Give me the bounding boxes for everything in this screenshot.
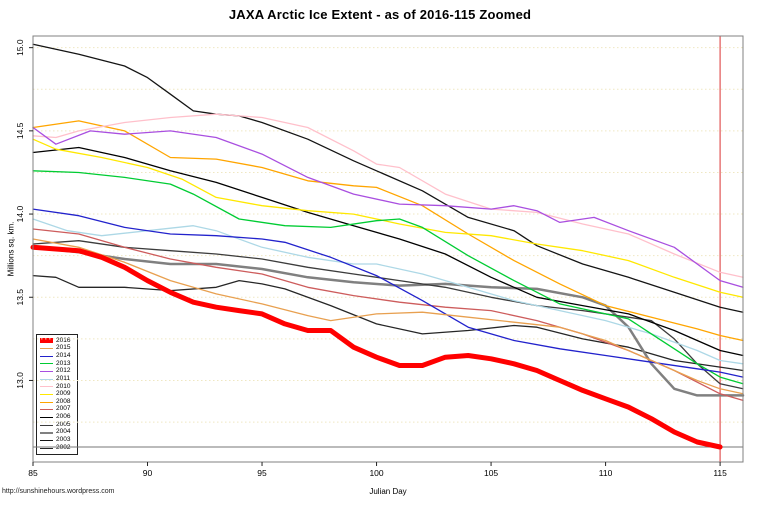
legend-line-swatch (40, 431, 53, 434)
legend-item-2015: 2015 (40, 345, 77, 352)
series-line-2003 (32, 43, 744, 313)
legend-line-swatch (40, 409, 53, 411)
y-tick-label: 13.5 (15, 289, 25, 306)
legend-label: 2012 (56, 367, 71, 375)
series-line-2011 (32, 218, 744, 365)
footer-url: http://sunshinehours.wordpress.com (2, 488, 115, 495)
series-line-2002 (32, 274, 744, 372)
legend-item-2014: 2014 (40, 351, 77, 360)
legend-label: 2002 (56, 443, 71, 451)
legend-label: 2007 (56, 405, 71, 413)
series-line-2007 (32, 228, 744, 402)
x-axis-label: Julian Day (369, 487, 407, 496)
x-tick-label: 110 (599, 468, 613, 478)
x-tick-label: 85 (28, 468, 38, 478)
series-line-2004 (31, 246, 745, 397)
x-tick-label: 100 (369, 468, 383, 478)
legend-label: 2014 (56, 351, 71, 359)
legend-label: 2015 (56, 344, 71, 352)
legend-line-swatch (40, 378, 53, 380)
legend-item-2002: 2002 (40, 443, 77, 452)
x-tick-label: 95 (257, 468, 267, 478)
x-tick-label: 105 (484, 468, 498, 478)
series-line-2008 (32, 120, 744, 342)
x-tick-label: 115 (713, 468, 727, 478)
legend-label: 2005 (56, 420, 71, 428)
legend-label: 2010 (56, 382, 71, 390)
legend-line-swatch (40, 338, 53, 344)
plot-box (32, 35, 744, 463)
series-line-2015 (32, 238, 744, 395)
series-line-2013 (32, 170, 744, 385)
legend-label: 2006 (56, 413, 71, 421)
legend-label: 2016 (56, 336, 71, 344)
legend-line-swatch (40, 393, 53, 395)
x-tick-label: 90 (143, 468, 153, 478)
legend-item-2012: 2012 (40, 368, 77, 375)
legend-label: 2013 (56, 359, 71, 367)
y-tick-label: 15.0 (15, 39, 25, 56)
series-line-2010 (32, 113, 744, 278)
legend-label: 2004 (56, 428, 71, 436)
series-line-2012 (32, 126, 744, 288)
legend-line-swatch (40, 424, 53, 426)
series-line-2009 (32, 138, 744, 298)
y-tick-label: 13.0 (15, 372, 25, 389)
legend-line-swatch (40, 386, 53, 388)
series-line-2005 (32, 240, 744, 390)
legend-box: 2016 2015 2014 2013 2012 2011 2010 2009 2008 2007… (36, 334, 78, 455)
legend-line-swatch (40, 401, 53, 403)
y-tick-label: 14.0 (15, 206, 25, 223)
series-line-2016 (30, 244, 723, 450)
legend-line-swatch (40, 447, 53, 449)
legend-line-swatch (40, 416, 53, 418)
legend-line-swatch (40, 439, 53, 441)
y-axis-label: Millions sq. km. (6, 221, 16, 277)
legend-item-2011: 2011 (40, 374, 77, 383)
series-line-2006 (32, 146, 744, 357)
legend-item-2003: 2003 (40, 437, 77, 444)
series-line-2014 (32, 208, 744, 378)
legend-label: 2008 (56, 397, 71, 405)
legend-label: 2003 (56, 436, 71, 444)
legend-line-swatch (40, 370, 53, 372)
y-tick-label: 14.5 (15, 122, 25, 139)
legend-item-2006: 2006 (40, 414, 77, 421)
legend-item-2009: 2009 (40, 391, 77, 398)
legend-line-swatch (40, 355, 53, 357)
legend-line-swatch (40, 347, 53, 349)
legend-label: 2011 (56, 374, 70, 382)
legend-label: 2009 (56, 390, 71, 398)
chart-title: JAXA Arctic Ice Extent - as of 2016-115 … (228, 7, 532, 22)
legend-line-swatch (40, 363, 53, 365)
